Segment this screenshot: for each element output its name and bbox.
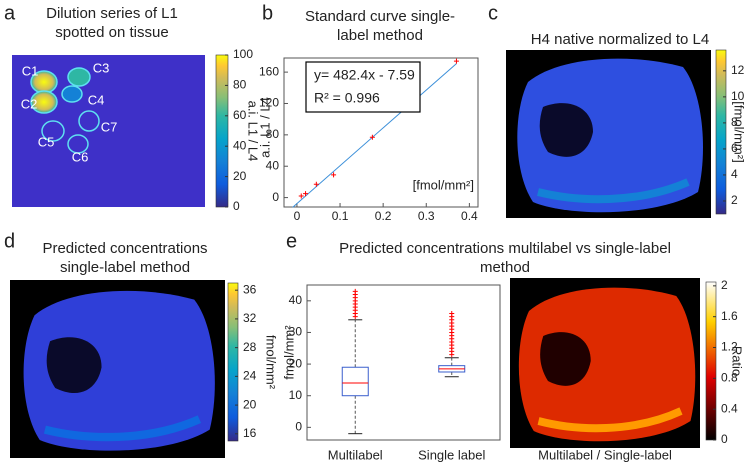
x-axis-label: [fmol/mm²] — [413, 177, 474, 192]
colorbar-tick-label: 32 — [243, 311, 257, 325]
colorbar-tick-label: 100 — [233, 47, 253, 61]
colorbar-label: [fmol/mm²] — [732, 101, 744, 162]
spot-label: C4 — [88, 92, 105, 107]
caption: Multilabel / Single-label — [538, 447, 672, 462]
spot-label: C7 — [101, 119, 118, 134]
colorbar — [705, 281, 717, 441]
y-tick-label: 80 — [266, 127, 280, 141]
colorbar-tick-label: 6 — [731, 141, 738, 155]
outlier — [449, 310, 455, 316]
panel-letter: b — [262, 2, 273, 24]
y-axis-label: a.i. L1 / L4 — [257, 97, 272, 158]
panel-title: label method — [337, 27, 423, 44]
data-point — [298, 193, 304, 199]
colorbar-label: a.i. L1 / L4 — [246, 101, 261, 162]
panel-title: Dilution series of L1 — [46, 5, 178, 22]
spot-label: C5 — [38, 134, 55, 149]
x-tick-label: Single label — [418, 447, 485, 462]
colorbar-tick-label: 0.4 — [721, 401, 738, 415]
panel-title: H4 native normalized to L4 — [531, 31, 709, 48]
equation-box — [305, 61, 421, 113]
y-tick-label: 40 — [289, 293, 303, 307]
y-tick-label: 0 — [272, 190, 279, 204]
panel-title: Predicted concentrations multilabel vs s… — [339, 240, 671, 257]
colorbar-tick-label: 0 — [233, 199, 240, 213]
colorbar-tick-label: 2 — [721, 278, 728, 292]
colorbar-tick-label: 8 — [731, 115, 738, 129]
panel-title: spotted on tissue — [55, 24, 168, 41]
image-c — [506, 50, 711, 218]
colorbar-tick-label: 36 — [243, 282, 257, 296]
image-a — [12, 55, 205, 207]
colorbar-tick-label: 60 — [233, 108, 247, 122]
colorbar-label: Ratio — [730, 346, 744, 376]
colorbar-tick-label: 16 — [243, 426, 257, 440]
colorbar-tick-label: 0 — [721, 432, 728, 446]
colorbar-tick-label: 40 — [233, 138, 247, 152]
colorbar-tick-label: 20 — [243, 397, 257, 411]
panel-letter: a — [4, 2, 16, 24]
colorbar — [215, 54, 229, 208]
data-point — [303, 191, 309, 197]
x-tick-label: 0.1 — [332, 209, 349, 223]
panel-letter: d — [4, 230, 15, 252]
y-tick-label: 160 — [259, 64, 279, 78]
spot-label: C2 — [21, 96, 38, 111]
data-point — [453, 58, 459, 64]
x-tick-label: 0.4 — [461, 209, 478, 223]
colorbar — [227, 282, 239, 442]
box — [341, 366, 369, 397]
colorbar-label: fmol/mm² — [264, 335, 279, 390]
y-tick-label: 0 — [295, 420, 302, 434]
panel-title: Predicted concentrations — [42, 240, 207, 257]
data-point — [331, 172, 337, 178]
x-tick-label: 0.2 — [375, 209, 392, 223]
colorbar-tick-label: 12 — [731, 63, 744, 77]
panel-title: single-label method — [60, 259, 190, 276]
colorbar-tick-label: 1.6 — [721, 309, 738, 323]
colorbar-tick-label: 10 — [731, 89, 744, 103]
spot-label: C3 — [93, 60, 110, 75]
image-ratio — [510, 278, 700, 448]
data-point — [369, 134, 375, 140]
image-d — [10, 280, 225, 458]
equation: y= 482.4x - 7.59 — [314, 67, 415, 83]
y-tick-label: 30 — [289, 325, 303, 339]
x-tick-label: 0.3 — [418, 209, 435, 223]
colorbar-tick-label: 0.8 — [721, 371, 738, 385]
colorbar-tick-label: 4 — [731, 167, 738, 181]
colorbar-tick-label: 24 — [243, 369, 257, 383]
r-squared: R² = 0.996 — [314, 90, 380, 106]
colorbar — [715, 49, 727, 215]
plot-frame — [306, 284, 501, 441]
colorbar-tick-label: 1.2 — [721, 340, 738, 354]
colorbar-tick-label: 28 — [243, 340, 257, 354]
panel-title: method — [480, 259, 530, 276]
data-point — [313, 181, 319, 187]
colorbar-tick-label: 2 — [731, 193, 738, 207]
outlier — [352, 288, 358, 294]
y-tick-label: 40 — [266, 158, 280, 172]
colorbar-tick-label: 20 — [233, 169, 247, 183]
y-tick-label: 20 — [289, 356, 303, 370]
panel-letter: c — [488, 2, 498, 24]
x-tick-label: 0 — [294, 209, 301, 223]
colorbar-tick-label: 80 — [233, 78, 247, 92]
panel-title: Standard curve single- — [305, 8, 455, 25]
y-tick-label: 120 — [259, 96, 279, 110]
y-tick-label: 10 — [289, 388, 303, 402]
x-tick-label: Multilabel — [328, 447, 383, 462]
spot-label: C1 — [22, 63, 39, 78]
plot-frame — [283, 57, 479, 208]
y-axis-label: fmol/mm² — [281, 325, 296, 380]
spot-label: C6 — [72, 149, 89, 164]
panel-letter: e — [286, 230, 297, 252]
fit-line — [292, 63, 457, 208]
